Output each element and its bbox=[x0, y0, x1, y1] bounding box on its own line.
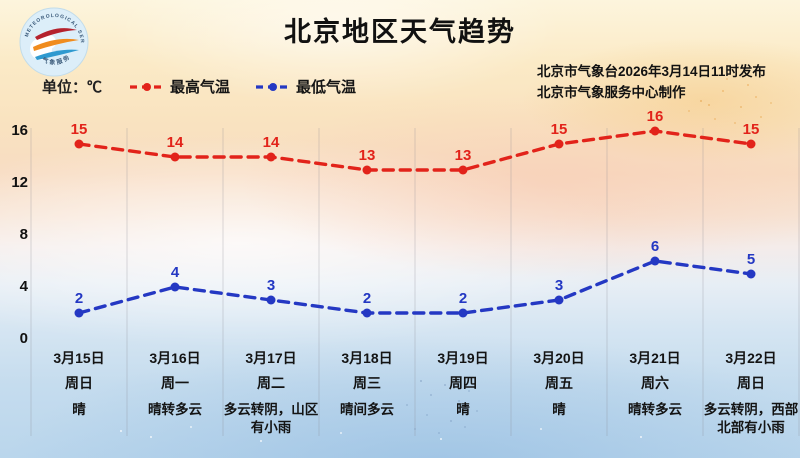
x-weekday-label: 周二 bbox=[257, 375, 285, 391]
x-weather-label: 晴间多云 bbox=[340, 402, 394, 417]
x-weather-label: 晴 bbox=[72, 402, 86, 417]
x-date-label: 3月17日 bbox=[245, 350, 297, 366]
logo-blue-swoosh bbox=[35, 49, 79, 60]
value-label: 3 bbox=[555, 277, 563, 294]
x-date-label: 3月18日 bbox=[341, 350, 393, 366]
logo-orange-swoosh bbox=[33, 38, 79, 51]
value-label: 2 bbox=[459, 290, 467, 307]
value-label: 5 bbox=[747, 251, 755, 268]
value-label: 16 bbox=[647, 108, 664, 125]
publisher-info: 北京市气象台2026年3月14日11时发布 北京市气象服务中心制作 bbox=[537, 61, 766, 103]
value-label: 13 bbox=[455, 147, 472, 164]
data-point bbox=[74, 308, 84, 318]
y-tick-label: 8 bbox=[19, 226, 28, 243]
legend-item-high: 最高气温 bbox=[130, 76, 230, 97]
x-category-column: 3月16日周一晴转多云 bbox=[127, 350, 223, 419]
watercolor-speckles-orange bbox=[700, 100, 702, 102]
data-point bbox=[74, 139, 84, 149]
value-label: 2 bbox=[75, 290, 83, 307]
watercolor-speckles-white bbox=[120, 430, 122, 432]
data-point bbox=[458, 308, 468, 318]
x-category-column: 3月15日周日晴 bbox=[31, 350, 127, 419]
x-weekday-label: 周日 bbox=[65, 375, 93, 391]
value-label: 2 bbox=[363, 290, 371, 307]
legend-label-high: 最高气温 bbox=[170, 79, 231, 96]
logo-red-swoosh bbox=[35, 28, 77, 40]
data-point bbox=[458, 165, 468, 175]
value-label: 13 bbox=[359, 147, 376, 164]
series-line-最高气温 bbox=[77, 129, 753, 172]
data-point bbox=[746, 269, 756, 279]
data-point bbox=[170, 282, 180, 292]
x-weather-label: 多云转阴，山区有小雨 bbox=[223, 402, 319, 435]
value-label: 14 bbox=[167, 134, 184, 151]
value-label: 3 bbox=[267, 277, 275, 294]
x-category-column: 3月18日周三晴间多云 bbox=[319, 350, 415, 419]
x-weekday-label: 周五 bbox=[545, 375, 573, 391]
value-label: 15 bbox=[551, 121, 568, 138]
value-label: 15 bbox=[743, 121, 760, 138]
x-weather-label: 多云转阴，西部北部有小雨 bbox=[703, 402, 799, 435]
x-date-label: 3月21日 bbox=[629, 350, 681, 366]
x-weather-label: 晴转多云 bbox=[628, 402, 682, 417]
data-point bbox=[362, 308, 372, 318]
x-date-label: 3月16日 bbox=[149, 350, 201, 366]
x-weekday-label: 周六 bbox=[641, 375, 669, 391]
unit-label: 单位：℃ bbox=[42, 79, 103, 96]
x-category-column: 3月21日周六晴转多云 bbox=[607, 350, 703, 419]
x-weekday-label: 周一 bbox=[161, 375, 189, 391]
x-weekday-label: 周四 bbox=[449, 375, 477, 391]
x-weekday-label: 周三 bbox=[353, 375, 381, 391]
y-tick-label: 16 bbox=[11, 122, 28, 139]
watercolor-speckles-blue bbox=[420, 380, 422, 382]
x-date-label: 3月20日 bbox=[533, 350, 585, 366]
legend-swatch-high-icon bbox=[130, 82, 164, 91]
data-point bbox=[266, 295, 276, 305]
data-point bbox=[362, 165, 372, 175]
x-weather-label: 晴 bbox=[552, 402, 566, 417]
value-label: 6 bbox=[651, 238, 659, 255]
x-category-column: 3月22日周日多云转阴，西部北部有小雨 bbox=[703, 350, 799, 437]
data-point bbox=[650, 256, 660, 266]
value-label: 14 bbox=[263, 134, 280, 151]
beijing-meteorological-service-logo-icon: METEOROLOGICAL SERVICE 气象服务 bbox=[18, 6, 89, 77]
x-category-column: 3月20日周五晴 bbox=[511, 350, 607, 419]
data-point bbox=[170, 152, 180, 162]
publisher-line1: 北京市气象台2026年3月14日11时发布 bbox=[537, 64, 766, 79]
page-title: 北京地区天气趋势 bbox=[284, 17, 516, 47]
y-tick-label: 0 bbox=[19, 330, 28, 347]
legend-label-low: 最低气温 bbox=[296, 79, 357, 96]
x-weekday-label: 周日 bbox=[737, 375, 765, 391]
data-point bbox=[266, 152, 276, 162]
x-category-column: 3月17日周二多云转阴，山区有小雨 bbox=[223, 350, 319, 437]
x-weather-label: 晴 bbox=[456, 402, 470, 417]
data-point bbox=[554, 139, 564, 149]
x-date-label: 3月22日 bbox=[725, 350, 777, 366]
data-point bbox=[650, 126, 660, 136]
series-line-最低气温 bbox=[77, 259, 753, 315]
legend-swatch-low-icon bbox=[256, 82, 291, 91]
data-point bbox=[554, 295, 564, 305]
x-date-label: 3月15日 bbox=[53, 350, 105, 366]
value-label: 15 bbox=[71, 121, 88, 138]
value-label: 4 bbox=[171, 264, 180, 281]
y-tick-label: 12 bbox=[11, 174, 28, 191]
publisher-line2: 北京市气象服务中心制作 bbox=[537, 85, 686, 100]
data-point bbox=[746, 139, 756, 149]
legend-item-low: 最低气温 bbox=[256, 76, 356, 97]
chart-legend: 最高气温 最低气温 bbox=[130, 76, 356, 97]
x-weather-label: 晴转多云 bbox=[148, 402, 202, 417]
x-date-label: 3月19日 bbox=[437, 350, 489, 366]
x-category-column: 3月19日周四晴 bbox=[415, 350, 511, 419]
y-tick-label: 4 bbox=[19, 278, 28, 295]
